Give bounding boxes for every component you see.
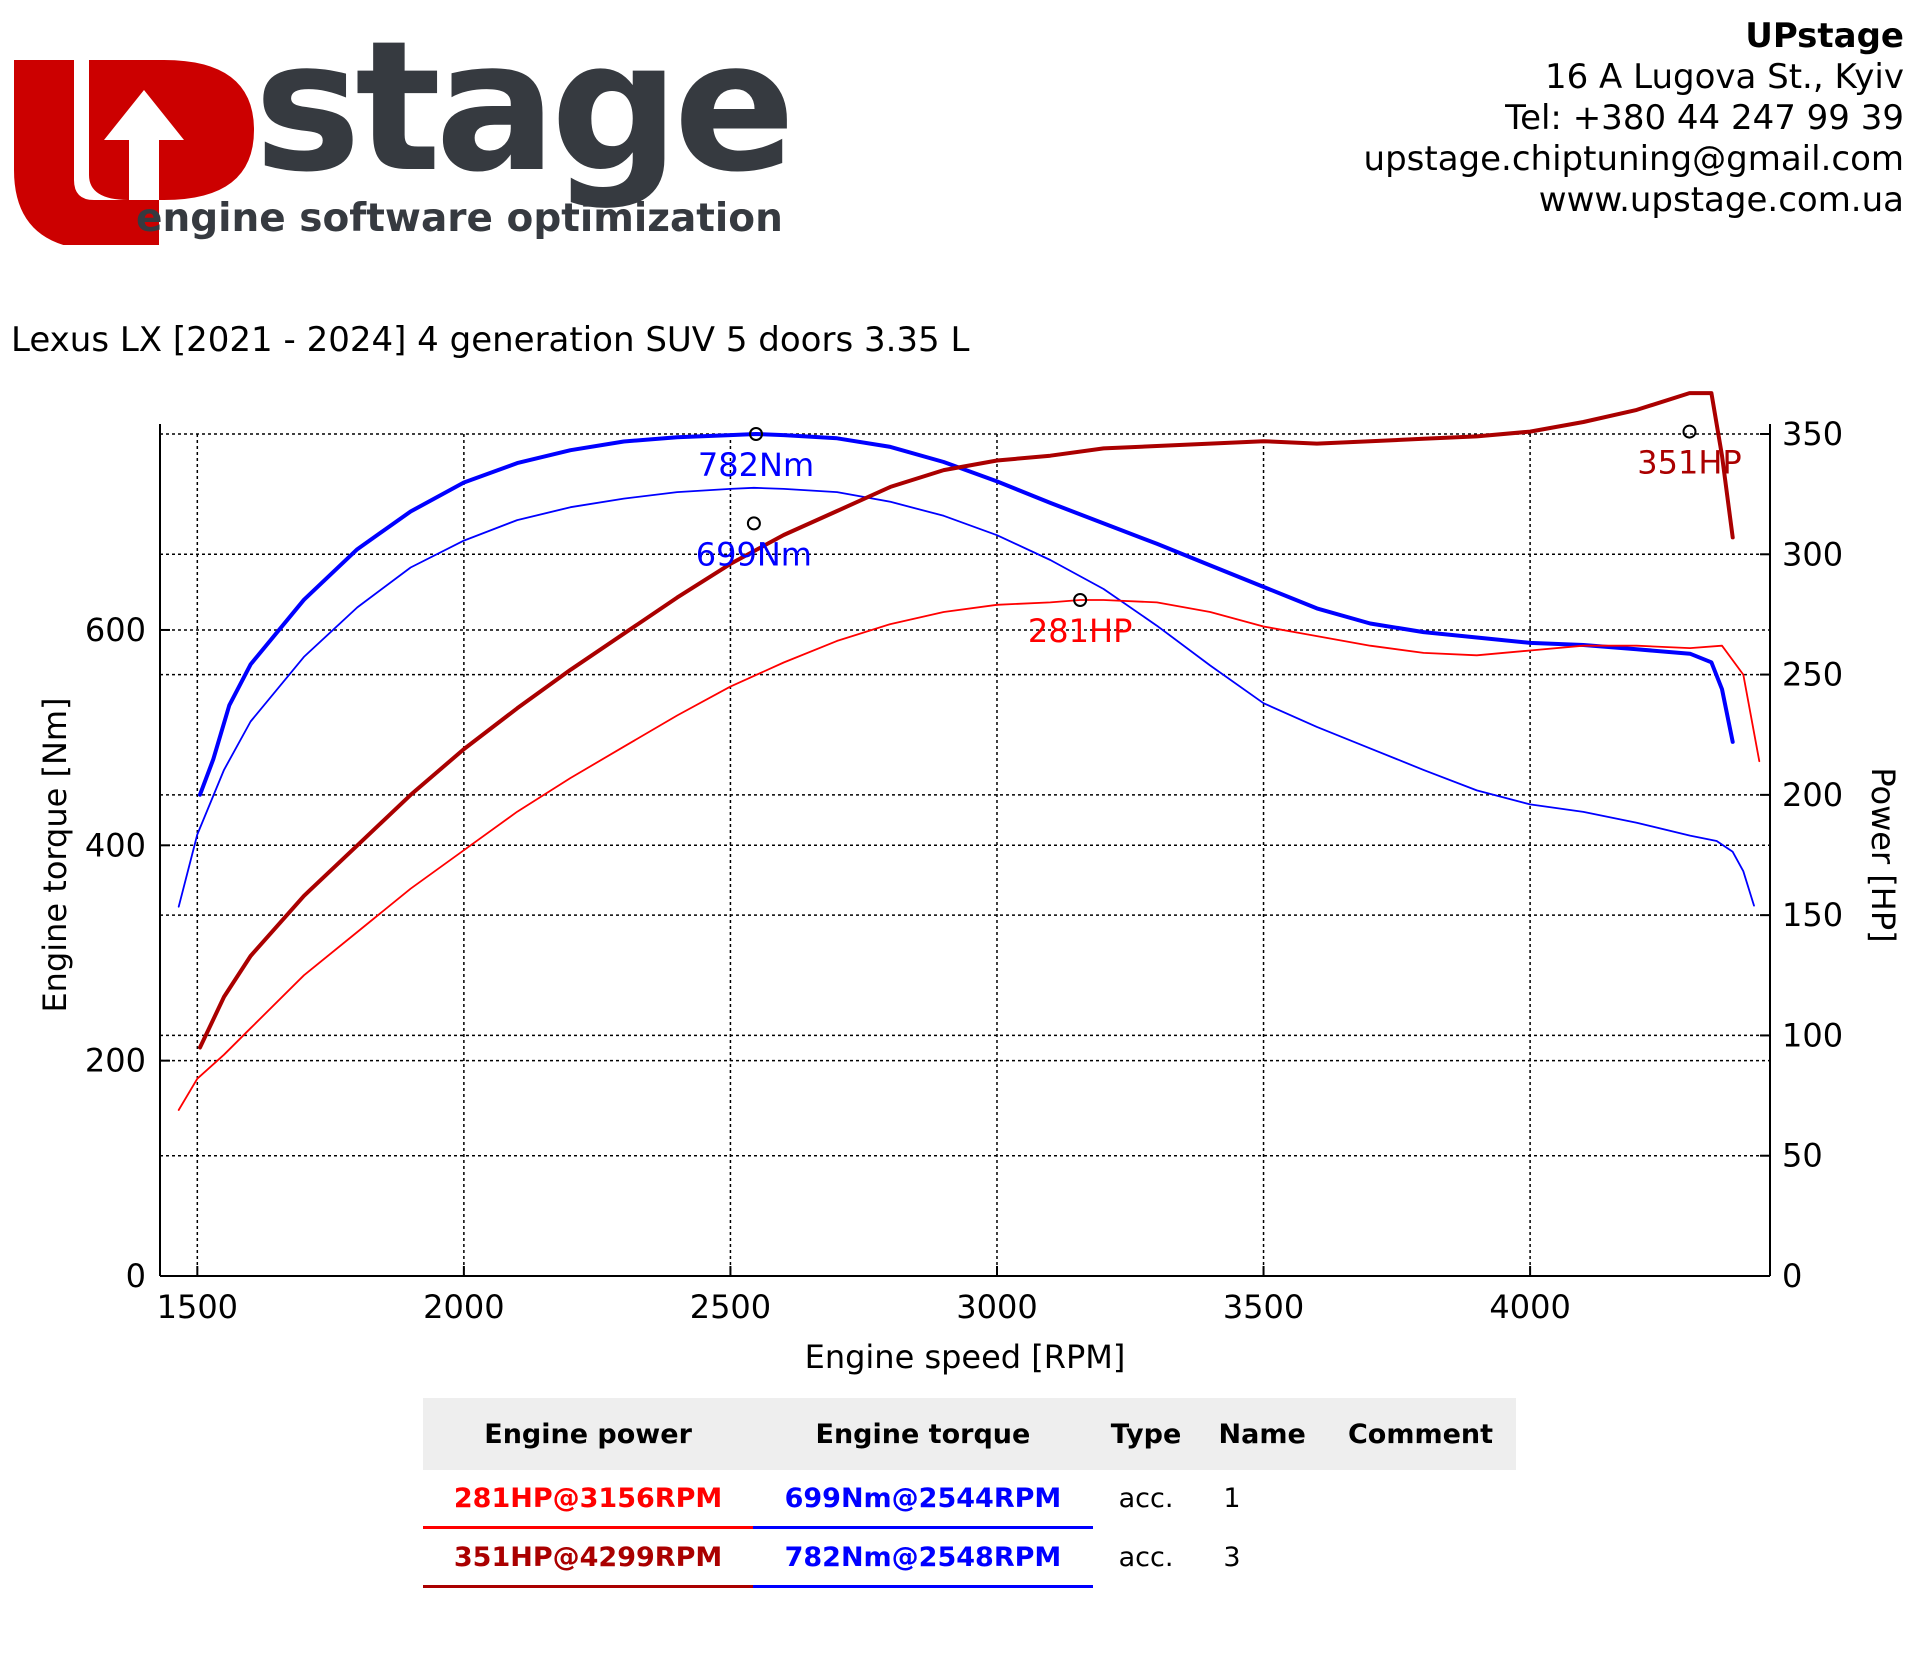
email[interactable]: upstage.chiptuning@gmail.com	[1363, 139, 1904, 179]
header-name: Name	[1199, 1398, 1325, 1470]
x-tick-label: 4000	[1489, 1288, 1570, 1326]
series-line-1	[177, 486, 1755, 908]
y2-tick-label: 100	[1782, 1016, 1843, 1054]
y2-tick-label: 50	[1782, 1137, 1823, 1175]
x-tick-label: 2000	[423, 1288, 504, 1326]
peak-marker	[1073, 592, 1088, 607]
row-torque: 782Nm@2548RPM	[753, 1527, 1093, 1588]
table-row: 281HP@3156RPM 699Nm@2544RPM acc. 1	[423, 1470, 1516, 1529]
phone: Tel: +380 44 247 99 39	[1505, 98, 1904, 138]
y2-tick-label: 250	[1782, 656, 1843, 694]
row-power: 281HP@3156RPM	[423, 1470, 754, 1529]
peak-marker	[746, 516, 761, 531]
y2-tick-label: 200	[1782, 776, 1843, 814]
torque-value: 699Nm@2544RPM	[784, 1482, 1062, 1514]
header-comment: Comment	[1325, 1398, 1516, 1470]
series-lines	[177, 391, 1761, 1111]
grid-lines	[160, 433, 1770, 1276]
peak-label: 351HP	[1637, 444, 1741, 482]
y-tick-label: 0	[126, 1257, 146, 1295]
row-power: 351HP@4299RPM	[423, 1527, 754, 1588]
row-comment	[1325, 1470, 1516, 1528]
axes: 1500 2000 2500 3000 3500 4000 0 200 400 600 0 50 100…	[85, 415, 1843, 1326]
y2-tick-label: 350	[1782, 415, 1843, 453]
results-header-row: Engine power Engine torque Type Name Com…	[423, 1398, 1516, 1470]
torque-value: 782Nm@2548RPM	[784, 1541, 1062, 1573]
row-torque: 699Nm@2544RPM	[753, 1470, 1093, 1529]
peak-label: 281HP	[1028, 612, 1132, 650]
brand-logo: stage engine software optimization	[14, 18, 814, 245]
peak-marker	[749, 427, 764, 441]
peak-markers: 782Nm 699Nm 281HP 351HP	[696, 424, 1742, 650]
x-tick-label: 1500	[157, 1288, 238, 1326]
row-type: acc.	[1118, 1483, 1174, 1515]
y2-tick-label: 150	[1782, 896, 1843, 934]
company-name: UPstage	[1745, 16, 1904, 56]
y-tick-label: 200	[85, 1042, 146, 1080]
power-value: 351HP@4299RPM	[453, 1541, 723, 1573]
row-name: 1	[1223, 1483, 1241, 1515]
series-line-2	[198, 432, 1735, 797]
results-table: Engine power Engine torque Type Name Com…	[423, 1398, 1516, 1588]
peak-marker	[1682, 424, 1697, 439]
y2-axis-label: Power [HP]	[1864, 767, 1902, 942]
row-comment	[1325, 1528, 1516, 1587]
series-line-3	[177, 599, 1761, 1111]
header-engine-power: Engine power	[423, 1398, 754, 1470]
header-engine-torque: Engine torque	[753, 1398, 1093, 1470]
series-line-4	[198, 391, 1735, 1050]
x-tick-label: 3500	[1223, 1288, 1304, 1326]
power-value: 281HP@3156RPM	[453, 1482, 723, 1514]
peak-label: 782Nm	[698, 446, 814, 484]
address: 16 A Lugova St., Kyiv	[1544, 57, 1904, 97]
chart-title: Lexus LX [2021 - 2024] 4 generation SUV …	[11, 320, 970, 360]
row-name: 3	[1223, 1541, 1241, 1573]
y-tick-label: 400	[85, 826, 146, 864]
y-tick-label: 600	[85, 611, 146, 649]
table-row: 351HP@4299RPM 782Nm@2548RPM acc. 3	[423, 1527, 1516, 1588]
y-axis-label: Engine torque [Nm]	[36, 697, 74, 1012]
logo-tagline: engine software optimization	[136, 196, 783, 241]
x-axis-label: Engine speed [RPM]	[805, 1338, 1126, 1376]
logo-wordmark: stage	[254, 3, 796, 212]
upstage-arrow-logo-icon	[14, 60, 254, 245]
y2-tick-label: 300	[1782, 535, 1843, 573]
x-tick-label: 2500	[690, 1288, 771, 1326]
peak-label: 699Nm	[696, 535, 812, 573]
x-tick-label: 3000	[956, 1288, 1037, 1326]
website[interactable]: www.upstage.com.ua	[1538, 180, 1904, 220]
y2-tick-label: 0	[1782, 1257, 1802, 1295]
row-type: acc.	[1118, 1541, 1174, 1573]
contact-block: UPstage 16 A Lugova St., Kyiv Tel: +380 …	[1364, 16, 1904, 221]
header-type: Type	[1092, 1398, 1200, 1470]
